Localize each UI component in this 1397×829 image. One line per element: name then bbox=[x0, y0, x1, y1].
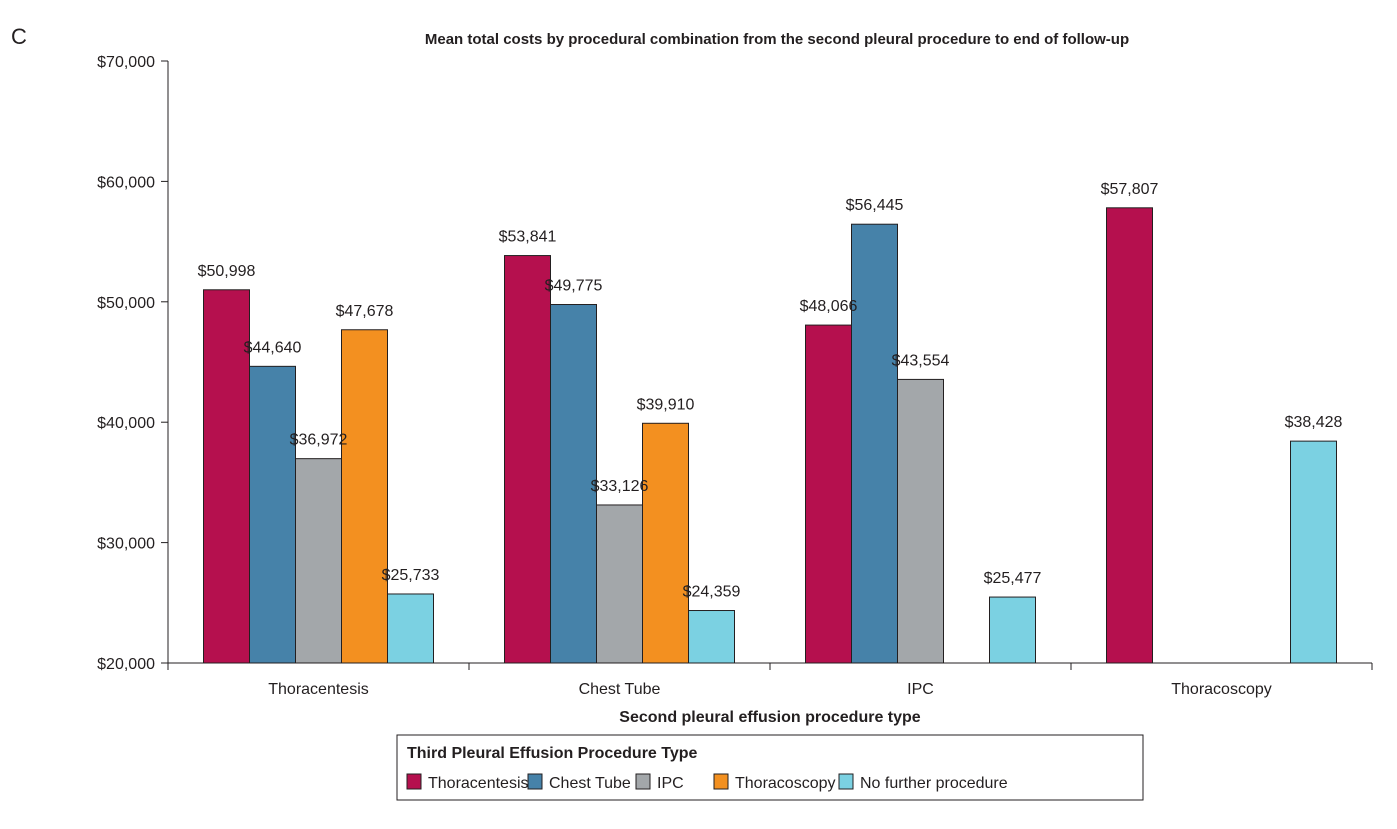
chart-title: Mean total costs by procedural combinati… bbox=[425, 31, 1129, 48]
data-label-thoracentesis-chest-tube: $44,640 bbox=[244, 339, 302, 356]
legend-swatch-no-further-procedure bbox=[838, 773, 854, 790]
legend-box bbox=[396, 734, 1144, 801]
legend-items: Thoracentesis Chest Tube IPC Thoracoscopy No… bbox=[406, 773, 1008, 792]
bar-thoracentesis-chest-tube bbox=[249, 365, 296, 664]
y-tick-label: $30,000 bbox=[97, 536, 155, 553]
panel-label: C bbox=[11, 24, 27, 49]
bar-thoracentesis-ipc bbox=[295, 458, 342, 664]
y-tick-label: $50,000 bbox=[97, 295, 155, 312]
bar-chest-tube-chest-tube bbox=[550, 304, 597, 664]
data-label-chest-tube-no-further-procedure: $24,359 bbox=[683, 584, 741, 601]
bar-ipc-ipc bbox=[897, 378, 944, 664]
bar-thoracoscopy-thoracentesis bbox=[1106, 207, 1153, 664]
y-tick-label: $40,000 bbox=[97, 415, 155, 432]
bar-chest-tube-thoracentesis bbox=[504, 255, 551, 664]
data-label-ipc-chest-tube: $56,445 bbox=[846, 197, 904, 214]
legend-label-ipc: IPC bbox=[657, 775, 684, 792]
y-axis: $20,000 $30,000 $40,000 $50,000 $60,000 $70,0… bbox=[97, 54, 169, 673]
data-label-thoracoscopy-no-further-procedure: $38,428 bbox=[1285, 414, 1343, 431]
data-label-ipc-no-further-procedure: $25,477 bbox=[984, 570, 1042, 587]
legend: Third Pleural Effusion Procedure Type Th… bbox=[396, 734, 1144, 801]
data-label-chest-tube-chest-tube: $49,775 bbox=[545, 278, 603, 295]
bar-thoracoscopy-no-further-procedure bbox=[1290, 440, 1337, 664]
bar-thoracentesis-thoracoscopy bbox=[341, 329, 388, 664]
bars-group bbox=[203, 207, 1337, 664]
legend-label-thoracentesis: Thoracentesis bbox=[428, 775, 529, 792]
x-category-label-chest-tube: Chest Tube bbox=[579, 681, 661, 698]
bar-thoracentesis-thoracentesis bbox=[203, 289, 250, 664]
bar-chest-tube-no-further-procedure bbox=[688, 610, 735, 664]
x-category-label-ipc: IPC bbox=[907, 681, 934, 698]
y-tick-label: $70,000 bbox=[97, 54, 155, 71]
data-label-ipc-thoracentesis: $48,066 bbox=[800, 298, 858, 315]
x-axis: Thoracentesis Chest Tube IPC Thoracoscopy bbox=[167, 662, 1373, 698]
legend-swatch-thoracoscopy bbox=[713, 773, 729, 790]
data-label-thoracentesis-thoracoscopy: $47,678 bbox=[336, 303, 394, 320]
data-labels-group: $50,998 $44,640 $36,972 $47,678 $25,733 $53,8… bbox=[198, 181, 1343, 601]
bar-ipc-no-further-procedure bbox=[989, 596, 1036, 664]
legend-title: Third Pleural Effusion Procedure Type bbox=[407, 745, 698, 762]
bar-ipc-thoracentesis bbox=[805, 324, 852, 664]
data-label-thoracentesis-ipc: $36,972 bbox=[290, 432, 348, 449]
data-label-thoracentesis-thoracentesis: $50,998 bbox=[198, 263, 256, 280]
bar-thoracentesis-no-further-procedure bbox=[387, 593, 434, 664]
data-label-chest-tube-ipc: $33,126 bbox=[591, 478, 649, 495]
y-tick-label: $20,000 bbox=[97, 656, 155, 673]
data-label-ipc-ipc: $43,554 bbox=[892, 352, 950, 369]
x-category-label-thoracoscopy: Thoracoscopy bbox=[1171, 681, 1272, 698]
data-label-thoracentesis-no-further-procedure: $25,733 bbox=[382, 567, 440, 584]
data-label-chest-tube-thoracentesis: $53,841 bbox=[499, 229, 557, 246]
data-label-chest-tube-thoracoscopy: $39,910 bbox=[637, 396, 695, 413]
legend-swatch-chest-tube bbox=[527, 773, 543, 790]
bar-chest-tube-thoracoscopy bbox=[642, 422, 689, 664]
x-axis-title: Second pleural effusion procedure type bbox=[619, 709, 920, 726]
y-tick-label: $60,000 bbox=[97, 174, 155, 191]
legend-label-chest-tube: Chest Tube bbox=[549, 775, 631, 792]
legend-swatch-thoracentesis bbox=[406, 773, 422, 790]
bar-chest-tube-ipc bbox=[596, 504, 643, 664]
legend-swatch-ipc bbox=[635, 773, 651, 790]
bar-ipc-chest-tube bbox=[851, 223, 898, 664]
x-category-label-thoracentesis: Thoracentesis bbox=[268, 681, 369, 698]
data-label-thoracoscopy-thoracentesis: $57,807 bbox=[1101, 181, 1159, 198]
legend-label-thoracoscopy: Thoracoscopy bbox=[735, 775, 836, 792]
legend-label-no-further-procedure: No further procedure bbox=[860, 775, 1008, 792]
